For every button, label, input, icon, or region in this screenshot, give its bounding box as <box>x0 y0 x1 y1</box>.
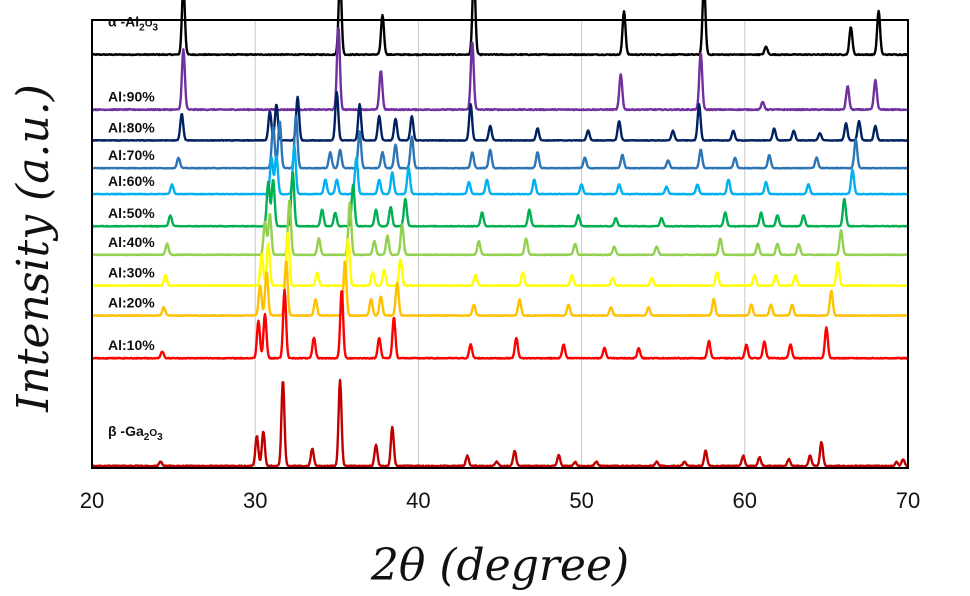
plot-frame <box>91 19 909 469</box>
y-axis-title: Intensity (a.u.) <box>8 84 59 413</box>
series-layer <box>91 0 909 468</box>
x-tick-label: 30 <box>243 488 267 513</box>
grid-lines <box>254 20 746 468</box>
x-tick-label: 60 <box>733 488 757 513</box>
x-tick-label: 50 <box>569 488 593 513</box>
series-label: Al:80% <box>108 119 155 135</box>
x-tick-label: 20 <box>80 488 104 513</box>
series-label: β -Ga2O3 <box>108 423 163 443</box>
series-line-2 <box>91 90 909 142</box>
series-line-9 <box>91 288 909 360</box>
series-line-0 <box>91 0 909 57</box>
series-label: Al:40% <box>108 234 155 250</box>
series-line-7 <box>91 231 909 288</box>
series-label: Al:30% <box>108 265 155 281</box>
series-label: Al:10% <box>108 337 155 353</box>
series-label: Al:20% <box>108 295 155 311</box>
series-line-10 <box>91 378 909 468</box>
series-labels: α -Al2O3 Al:90% Al:80% Al:70% Al:60% Al:50% Al… <box>108 14 163 443</box>
x-axis-title: 2θ (degree) <box>370 540 629 591</box>
x-tick-label: 70 <box>896 488 920 513</box>
series-line-1 <box>91 26 909 112</box>
series-label: α -Al2O3 <box>108 14 159 34</box>
series-label: Al:50% <box>108 205 155 221</box>
series-label: Al:70% <box>108 147 155 163</box>
series-line-6 <box>91 199 909 257</box>
series-line-5 <box>91 171 909 228</box>
x-tick-labels: 20 30 40 50 60 70 <box>80 488 920 513</box>
x-axis-title-theta: θ <box>399 540 426 591</box>
series-label: Al:90% <box>108 89 155 105</box>
series-line-8 <box>91 260 909 318</box>
series-line-3 <box>91 115 909 170</box>
x-tick-label: 40 <box>406 488 430 513</box>
series-label: Al:60% <box>108 173 155 189</box>
series-line-4 <box>91 144 909 196</box>
x-axis-title-rest: (degree) <box>425 540 629 591</box>
x-axis-title-prefix: 2 <box>370 540 399 591</box>
